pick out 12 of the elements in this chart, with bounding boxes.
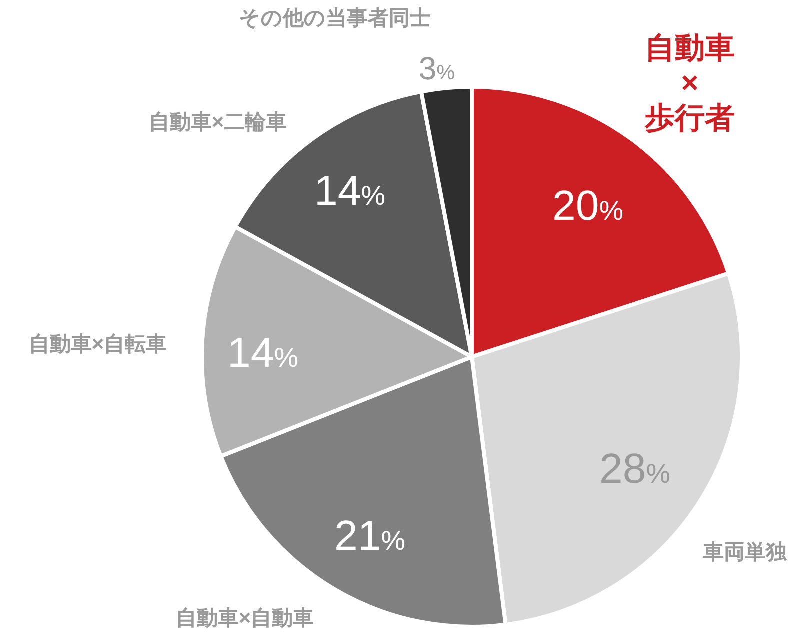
data-label: 14%: [228, 329, 298, 376]
data-label: 14%: [314, 167, 386, 214]
slice-label: 自動車×自動車: [176, 607, 314, 630]
data-label: 3%: [418, 50, 456, 87]
data-label: 21%: [334, 512, 406, 560]
slice-label: その他の当事者同士: [239, 7, 431, 30]
slice-label: 車両単独: [702, 541, 788, 564]
data-label: 28%: [600, 445, 670, 492]
slice-label: 自動車×二輪車: [148, 111, 288, 134]
slice-label: 自動車×歩行者: [644, 32, 735, 135]
data-label: 20%: [552, 182, 624, 230]
slice-label: 自動車×自転車: [28, 333, 168, 356]
